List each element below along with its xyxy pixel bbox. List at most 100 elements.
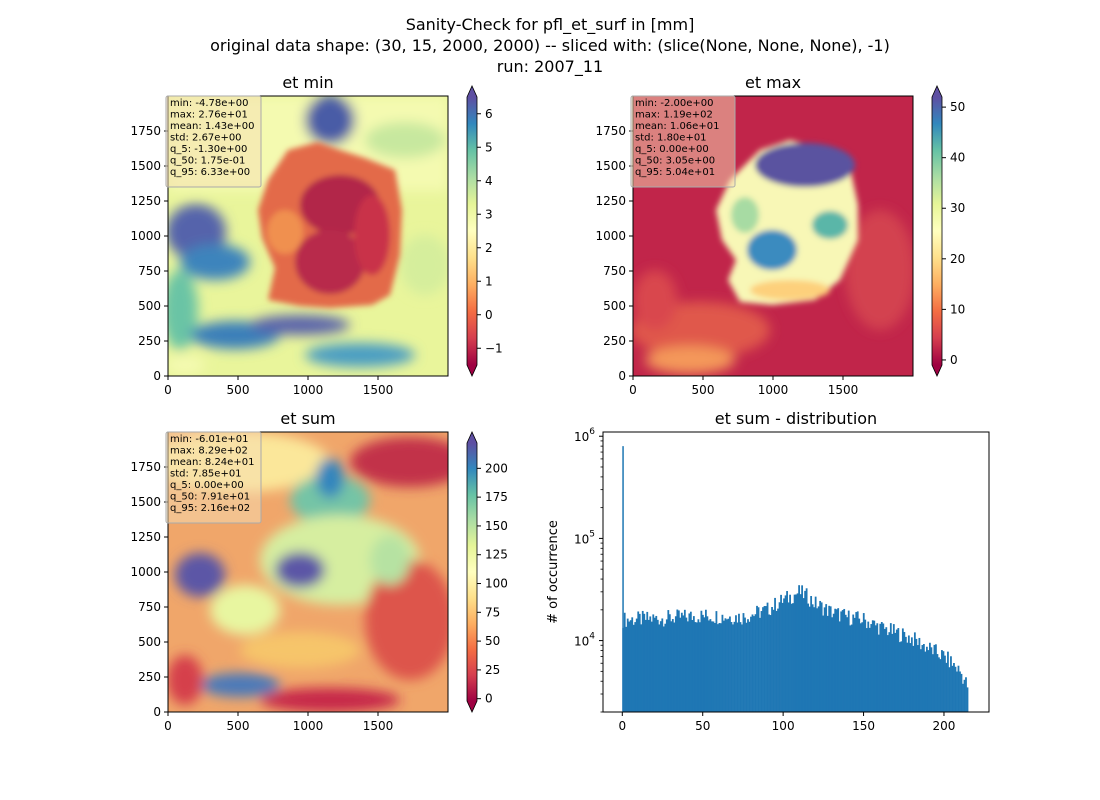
y-tick-label: 750 (138, 264, 161, 278)
histogram-bar (679, 617, 682, 712)
histogram-bar (891, 633, 894, 712)
histogram-bar (676, 609, 679, 712)
y-tick-label: 1000 (595, 229, 626, 243)
colorbar-tick-label: 50 (485, 634, 500, 648)
histogram-bar (853, 617, 856, 712)
stats-line: min: -6.01e+01 (170, 434, 249, 445)
histogram-bar (808, 606, 811, 712)
histogram-bar (876, 623, 879, 712)
histogram-bar (948, 667, 951, 712)
histogram-bar (826, 615, 829, 712)
histogram-bar (852, 614, 855, 712)
histogram-bar (883, 628, 886, 712)
histogram-bar (629, 620, 632, 712)
histogram-bar (724, 618, 727, 712)
colorbar-et-min: −1 0 1 2 3 4 5 6 (466, 85, 503, 377)
histogram-bar (780, 594, 782, 712)
colorbar-tick-label: 1 (485, 274, 493, 288)
histogram-bar (965, 677, 967, 712)
stats-line: q_50: 7.91e+01 (170, 492, 250, 503)
histogram-bar-spike (622, 446, 624, 712)
histogram-bar (841, 610, 844, 712)
panel-title-et-max: et max (745, 73, 801, 92)
histogram-bar (744, 617, 746, 712)
histogram-bar (775, 610, 778, 712)
histogram-bar (635, 618, 638, 712)
histogram-bar (729, 616, 731, 712)
histogram-bar (951, 665, 954, 712)
histogram-bar (653, 617, 656, 712)
histogram-bar (885, 627, 888, 712)
histogram-bar (628, 621, 631, 712)
histogram-bar (802, 598, 805, 712)
histogram-bar (777, 608, 779, 712)
histogram-bar (843, 608, 846, 712)
histogram-bar (835, 609, 838, 712)
y-tick-label: 1750 (130, 460, 161, 474)
histogram-bar (665, 619, 668, 712)
histogram-bar (664, 623, 667, 712)
y-tick-label: 500 (603, 299, 626, 313)
histogram-bar (759, 617, 761, 712)
y-tick-label: 0 (618, 369, 626, 383)
histogram-bar (774, 597, 776, 712)
colorbar-tick-label: 150 (485, 519, 508, 533)
histogram-bar (646, 611, 649, 712)
histogram-bar (631, 617, 634, 712)
histogram-bar (652, 614, 655, 712)
stats-line: max: 1.19e+02 (635, 110, 713, 121)
histogram-bar (786, 591, 788, 712)
histogram-bar (715, 611, 718, 712)
histogram-bar (783, 598, 785, 712)
stats-line: min: -4.78e+00 (170, 98, 249, 109)
histogram-bar (804, 590, 807, 712)
histogram-bar (683, 609, 686, 712)
histogram-bar (879, 623, 882, 712)
histogram-bar (925, 646, 928, 712)
histogram-bar (709, 619, 712, 712)
histogram-bar (757, 607, 760, 712)
stats-line: q_50: 1.75e-01 (170, 156, 245, 167)
x-tick-label: 0 (629, 383, 637, 397)
histogram-bar (658, 624, 661, 712)
colorbar-tick-label: 125 (485, 548, 508, 562)
stats-line: max: 2.76e+01 (170, 110, 248, 121)
colorbar-tick-label: 10 (950, 302, 965, 316)
y-tick-label: 1750 (595, 124, 626, 138)
histogram-bar (919, 649, 922, 712)
histogram-bar (745, 622, 748, 712)
histogram-bar (760, 611, 763, 712)
heatmap-et-sum (168, 432, 448, 712)
histogram-bar (832, 613, 835, 712)
histogram-bar (707, 620, 710, 712)
x-tick-label: 150 (852, 719, 875, 733)
histogram-bar (820, 602, 823, 712)
y-tick-label: 250 (603, 334, 626, 348)
histogram-bar (781, 602, 784, 712)
histogram-bar (900, 641, 903, 712)
histogram-bar (650, 621, 653, 712)
histogram-bar (706, 616, 709, 712)
colorbar-tick-label: −1 (485, 341, 503, 355)
histogram-bar (667, 610, 670, 712)
histogram-bar (954, 666, 957, 712)
x-tick-label: 50 (695, 719, 710, 733)
histogram-bar (732, 624, 734, 712)
stats-line: q_95: 5.04e+01 (635, 167, 715, 178)
histogram-bar (918, 637, 921, 712)
histogram-bar (807, 603, 810, 712)
x-tick-label: 500 (692, 383, 715, 397)
histogram-bar (625, 626, 628, 712)
histogram-bar (769, 615, 772, 712)
histogram-bar (874, 625, 877, 712)
y-tick-label: 250 (138, 670, 161, 684)
histogram-bar (689, 611, 692, 712)
histogram-bar (674, 616, 677, 712)
panel-et-min: et min (130, 73, 502, 397)
histogram-bar (701, 614, 704, 712)
histogram-bar (888, 632, 891, 712)
histogram-bar (748, 621, 751, 712)
x-tick-label: 500 (227, 719, 250, 733)
histogram-bar (921, 645, 924, 712)
histogram-bar (739, 622, 742, 712)
